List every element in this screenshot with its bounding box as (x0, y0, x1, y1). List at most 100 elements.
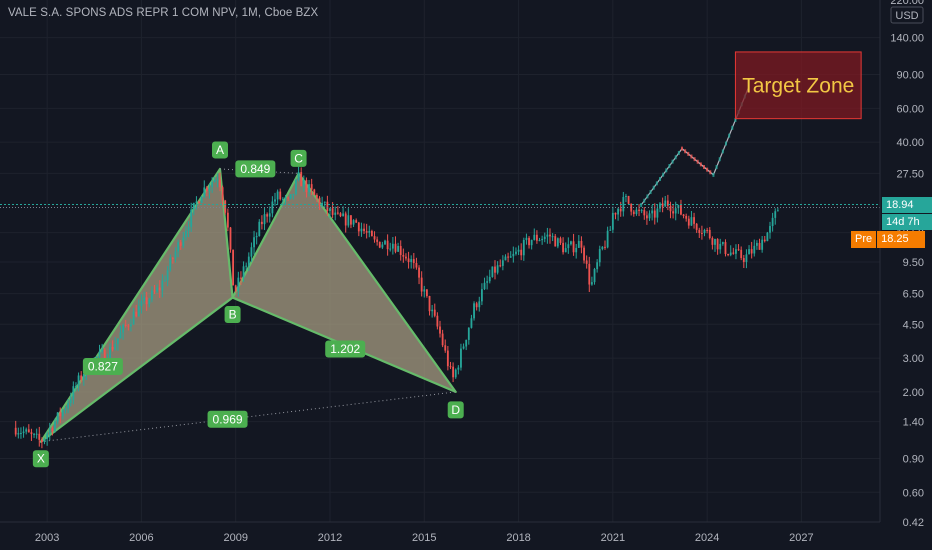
y-tick-label-1: 90.00 (896, 70, 924, 82)
candle-body-105 (289, 194, 292, 199)
candle-body-135 (368, 231, 371, 233)
x-tick-label-1: 2006 (129, 532, 153, 544)
candle-body-107 (295, 179, 297, 194)
candle-body-110 (302, 179, 305, 187)
candle-body-37 (111, 346, 114, 350)
target-zone-box[interactable] (734, 51, 862, 120)
point-label-a[interactable]: A (216, 143, 224, 157)
candle-body-235 (630, 203, 633, 212)
candle-body-88 (245, 265, 248, 267)
candle-body-63 (179, 242, 182, 246)
candle-body-169 (457, 367, 460, 370)
candle-body-284 (758, 242, 761, 250)
candle-body-183 (494, 266, 496, 273)
candle-body-243 (651, 210, 654, 214)
candle-body-149 (405, 256, 407, 259)
candle-body-165 (446, 350, 449, 367)
candle-body-53 (153, 290, 156, 292)
candle-body-283 (755, 242, 758, 246)
candle-body-14 (51, 428, 54, 432)
point-label-b[interactable]: B (229, 308, 237, 322)
candle-body-46 (135, 311, 138, 317)
candle-body-263 (703, 229, 706, 234)
candle-body-73 (205, 187, 208, 192)
candle-body-261 (698, 229, 701, 233)
candle-body-280 (748, 249, 750, 255)
candle-body-154 (418, 267, 420, 278)
candle-body-38 (114, 343, 117, 350)
candle-body-99 (274, 199, 276, 202)
candle-body-26 (82, 373, 85, 380)
candle-body-72 (203, 187, 206, 197)
candle-body-129 (352, 220, 355, 225)
ratio-label-2[interactable]: 1.202 (330, 342, 360, 356)
candle-body-268 (716, 238, 719, 250)
last-price-line (0, 203, 880, 208)
candle-body-85 (237, 277, 240, 291)
candles (14, 166, 779, 449)
candle-body-218 (585, 260, 588, 264)
candle-body-148 (402, 254, 405, 257)
candle-body-20 (67, 403, 70, 409)
candle-body-98 (271, 201, 274, 214)
projected-candle-13 (681, 146, 683, 151)
candle-body-68 (192, 202, 195, 210)
candle-body-157 (425, 289, 428, 296)
candle-body-198 (533, 234, 536, 240)
candle-body-246 (659, 203, 661, 209)
time-axis[interactable]: 2003 2006 2009 2012 2015 2018 2021 2024 2027 (0, 521, 880, 544)
candle-body-15 (54, 421, 56, 432)
y-tick-label-13: 0.60 (903, 487, 924, 499)
candle-body-286 (763, 239, 766, 242)
point-label-c[interactable]: C (294, 151, 303, 165)
price-axis[interactable]: 140.0090.0060.0040.0027.5013.509.506.504… (879, 0, 924, 529)
candle-body-204 (549, 234, 551, 237)
y-tick-label-10: 2.00 (903, 387, 924, 399)
candle-body-78 (219, 179, 221, 188)
candle-body-141 (384, 240, 386, 245)
ratio-label-0[interactable]: 0.849 (240, 162, 270, 176)
point-label-x[interactable]: X (37, 452, 45, 466)
candle-body-123 (336, 212, 339, 214)
point-label-c-bg (290, 149, 307, 167)
candle-body-219 (588, 263, 591, 285)
projected-candle-6 (659, 177, 661, 182)
candle-body-161 (436, 315, 439, 327)
candle-body-52 (150, 290, 153, 300)
candle-body-181 (488, 276, 491, 282)
candle-body-210 (564, 248, 567, 253)
candle-body-241 (645, 215, 648, 219)
currency-box (890, 6, 924, 24)
point-label-d[interactable]: D (451, 403, 460, 417)
candle-body-74 (208, 187, 211, 192)
candle-body-4 (25, 429, 28, 432)
candle-body-186 (501, 260, 504, 266)
projected-candle-12 (677, 150, 680, 155)
candle-body-25 (80, 375, 83, 380)
candle-body-80 (224, 200, 227, 213)
ratio-label-1-bg (82, 358, 123, 376)
ratio-label-1[interactable]: 0.827 (88, 360, 118, 374)
projected-candle-21 (706, 167, 709, 172)
candle-body-9 (38, 433, 41, 440)
candle-body-22 (72, 386, 75, 400)
candle-body-228 (611, 212, 614, 230)
candle-body-176 (475, 303, 478, 308)
candle-body-225 (604, 246, 606, 248)
currency-label[interactable]: USD (895, 10, 918, 22)
candle-body-255 (682, 214, 685, 217)
candle-body-152 (412, 259, 415, 263)
candle-body-124 (339, 213, 342, 217)
candle-body-287 (766, 232, 769, 242)
candle-body-84 (234, 285, 237, 291)
candle-body-227 (609, 229, 612, 231)
candle-body-131 (357, 222, 360, 232)
projected-candle-14 (684, 149, 687, 154)
candle-body-114 (313, 189, 316, 195)
candle-body-260 (695, 223, 698, 230)
candle-body-58 (166, 270, 169, 281)
ratio-label-3[interactable]: 0.969 (213, 412, 243, 426)
candle-body-56 (161, 280, 164, 291)
projected-candle-25 (718, 157, 721, 162)
